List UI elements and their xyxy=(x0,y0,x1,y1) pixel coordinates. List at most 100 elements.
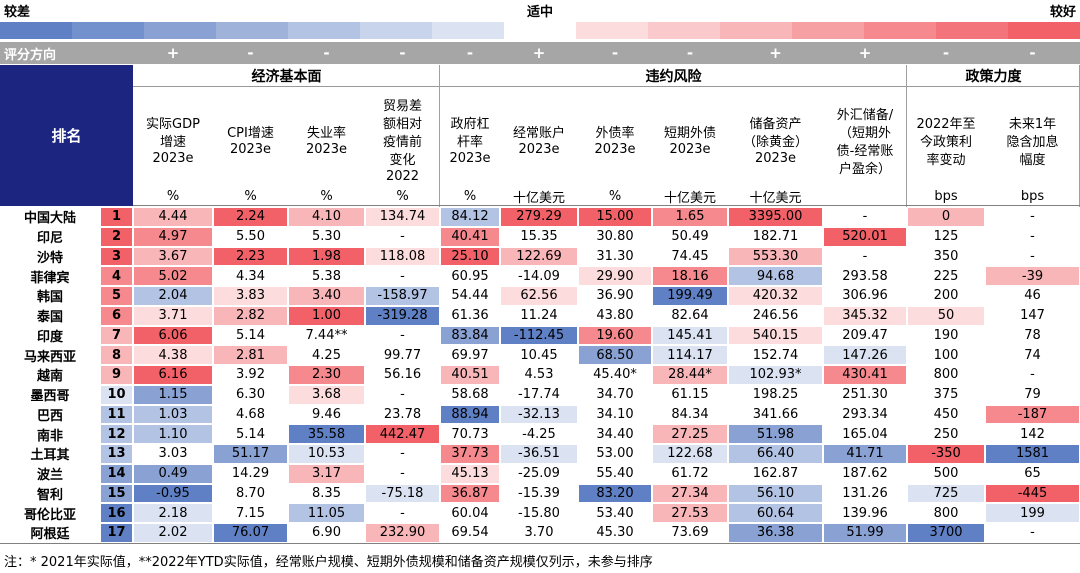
data-cell: 3.40 xyxy=(288,286,365,306)
column-header: 经常账户 xyxy=(512,125,565,141)
legend-high: 较好 xyxy=(1049,4,1076,20)
data-cell: - xyxy=(365,463,440,484)
data-cell: 520.01 xyxy=(823,226,907,247)
data-cell: 2.81 xyxy=(213,345,288,365)
data-cell: 187.62 xyxy=(823,463,907,484)
data-cell: 51.17 xyxy=(213,444,288,464)
legend-swatch xyxy=(792,22,865,39)
data-cell: 74 xyxy=(985,345,1080,365)
direction-sign: + xyxy=(166,44,180,62)
rank-cell: 10 xyxy=(100,384,133,405)
data-cell: 69.54 xyxy=(440,523,500,543)
data-cell: 79 xyxy=(985,384,1080,405)
data-cell: 251.30 xyxy=(823,384,907,405)
column-unit: 十亿美元 xyxy=(749,190,802,206)
rank-cell: 4 xyxy=(100,266,133,286)
data-cell: 10.53 xyxy=(288,444,365,464)
data-cell: 50 xyxy=(907,305,985,326)
data-cell: 1.98 xyxy=(288,246,365,267)
column-unit: % xyxy=(396,188,409,204)
country-name: 南非 xyxy=(36,428,63,444)
data-cell: 5.50 xyxy=(213,226,288,247)
column-header: （除黄金） xyxy=(742,134,808,150)
column-header: 2023e xyxy=(449,150,491,166)
country-name: 波兰 xyxy=(36,468,63,484)
data-cell: 225 xyxy=(907,266,985,286)
data-cell: -187 xyxy=(985,404,1080,425)
rank-cell: 7 xyxy=(100,325,133,346)
data-cell: 68.50 xyxy=(578,345,652,365)
column-header: 2022 xyxy=(385,168,420,184)
data-cell: 29.90 xyxy=(578,266,652,286)
data-cell: - xyxy=(985,246,1080,267)
data-cell: 19.60 xyxy=(578,325,652,346)
data-cell: 9.46 xyxy=(288,404,365,425)
data-cell: 58.68 xyxy=(440,384,500,405)
data-cell: 36.90 xyxy=(578,286,652,306)
data-cell: 5.14 xyxy=(213,325,288,346)
data-cell: 1.10 xyxy=(133,424,213,444)
legend-swatch xyxy=(216,22,289,39)
data-cell: 3700 xyxy=(907,523,985,543)
column-unit: bps xyxy=(1020,188,1045,204)
rank-cell: 11 xyxy=(100,404,133,425)
direction-sign: - xyxy=(686,44,694,62)
data-cell: 99.77 xyxy=(365,345,440,365)
data-cell: - xyxy=(985,523,1080,543)
data-cell: 350 xyxy=(907,246,985,267)
data-cell: 1.03 xyxy=(133,404,213,425)
data-cell: 61.36 xyxy=(440,305,500,326)
legend-swatch xyxy=(864,22,937,39)
direction-row xyxy=(0,42,1080,64)
data-cell: -4.25 xyxy=(500,424,578,444)
footnote: 注：* 2021年实际值，**2022年YTD实际值，经常账户规模、短期外债规模… xyxy=(4,554,653,570)
data-cell: 800 xyxy=(907,503,985,523)
data-cell: 34.40 xyxy=(578,424,652,444)
column-header: 2023e xyxy=(669,141,711,157)
legend-swatch xyxy=(576,22,649,39)
legend-swatch xyxy=(72,22,145,39)
data-cell: 70.73 xyxy=(440,424,500,444)
data-cell: 147.26 xyxy=(823,345,907,365)
data-cell: 2.23 xyxy=(213,246,288,267)
data-cell: -75.18 xyxy=(365,483,440,504)
data-cell: 142 xyxy=(985,424,1080,444)
column-header: 失业率 xyxy=(306,125,346,141)
data-cell: -39 xyxy=(985,266,1080,286)
country-name: 马来西亚 xyxy=(23,349,76,365)
legend-swatch xyxy=(432,22,505,39)
data-cell: 122.68 xyxy=(652,444,728,464)
data-cell: 7.15 xyxy=(213,503,288,523)
country-name: 阿根廷 xyxy=(30,527,70,543)
column-header: 疫情前 xyxy=(382,134,422,150)
data-cell: 40.41 xyxy=(440,226,500,247)
data-cell: 375 xyxy=(907,384,985,405)
legend-swatch xyxy=(1008,22,1080,39)
data-cell: - xyxy=(365,384,440,405)
data-cell: 14.29 xyxy=(213,463,288,484)
data-cell: 500 xyxy=(907,463,985,484)
data-cell: -0.95 xyxy=(133,483,213,504)
column-header: 隐含加息 xyxy=(1006,134,1059,150)
data-cell: 55.40 xyxy=(578,463,652,484)
data-cell: 131.26 xyxy=(823,483,907,504)
data-cell: 0 xyxy=(907,207,985,227)
column-header: 2023e xyxy=(518,141,560,157)
data-cell: 345.32 xyxy=(823,305,907,326)
data-cell: 36.38 xyxy=(728,523,823,543)
data-cell: 37.73 xyxy=(440,444,500,464)
column-header: 2023e xyxy=(152,150,194,166)
data-cell: 61.15 xyxy=(652,384,728,405)
data-cell: 4.25 xyxy=(288,345,365,365)
data-cell: 45.40* xyxy=(578,365,652,385)
data-cell: 190 xyxy=(907,325,985,346)
data-cell: - xyxy=(823,207,907,227)
data-cell: 28.44* xyxy=(652,365,728,385)
data-cell: 2.24 xyxy=(213,207,288,227)
column-header: 短期外债 xyxy=(663,125,716,141)
data-cell: -15.80 xyxy=(500,503,578,523)
country-name: 韩国 xyxy=(36,290,63,306)
direction-sign: - xyxy=(247,44,254,62)
column-unit: % xyxy=(608,188,622,204)
column-header: 2023e xyxy=(594,141,636,157)
